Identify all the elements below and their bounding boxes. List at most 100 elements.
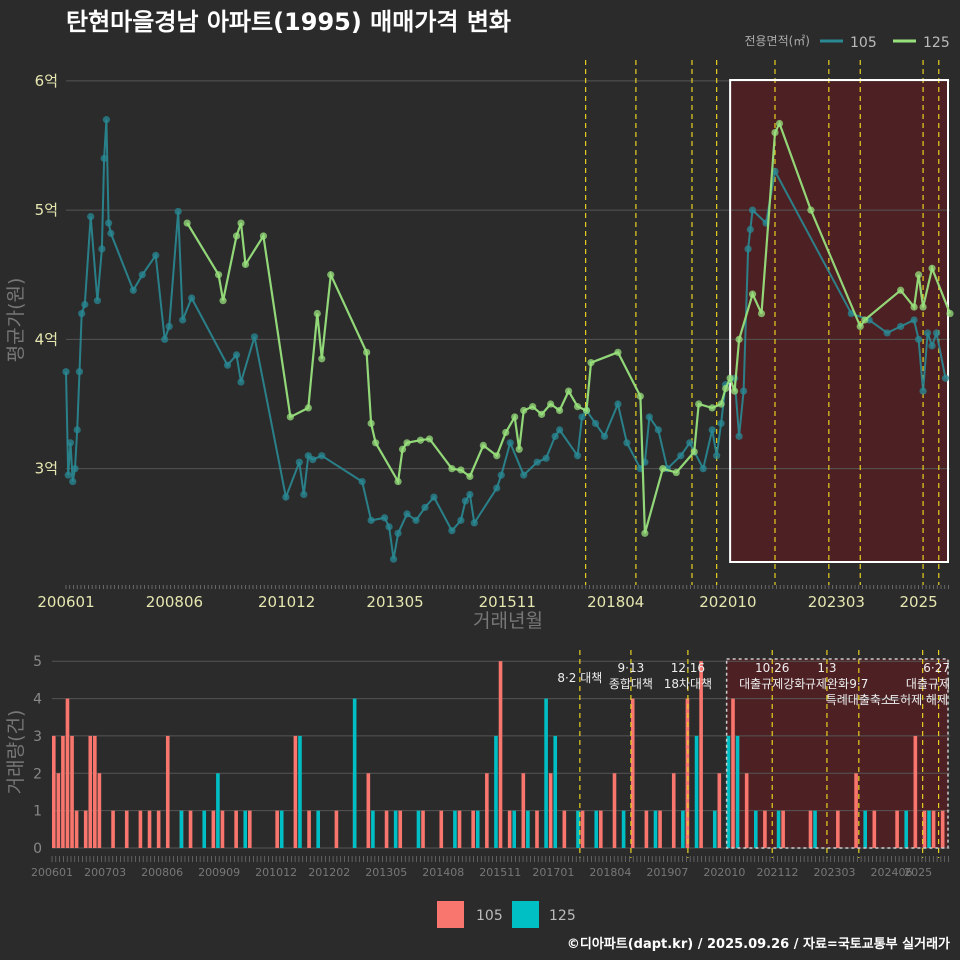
x-tick-label: 202112 <box>757 866 799 879</box>
policy-annotation: 특례대출축소 <box>826 693 892 707</box>
policy-annotation: 대출규제강화 <box>739 677 805 691</box>
bar-105 <box>940 810 945 848</box>
bar-125 <box>453 810 457 848</box>
data-point-125 <box>502 428 510 437</box>
bar-105 <box>836 810 840 848</box>
x-tick-label: 201202 <box>308 866 350 879</box>
credit-text: ©디아파트(dapt.kr) / 2025.09.26 / 자료=국토교통부 실… <box>567 936 950 952</box>
data-point-125 <box>910 303 918 311</box>
bar-125 <box>316 810 320 848</box>
bar-125 <box>202 810 207 848</box>
legend-title: 전용면적(㎡) <box>744 34 810 48</box>
bar-125 <box>735 735 740 848</box>
data-point-105 <box>75 368 84 376</box>
data-point-105 <box>152 251 160 259</box>
data-point-125 <box>232 232 241 240</box>
data-point-125 <box>363 348 371 356</box>
data-point-105 <box>188 294 196 302</box>
data-point-105 <box>179 316 187 324</box>
data-point-105 <box>138 271 146 279</box>
data-point-125 <box>416 436 425 444</box>
data-point-125 <box>304 404 312 412</box>
data-point-105 <box>493 484 501 492</box>
data-point-105 <box>897 322 905 331</box>
bar-125 <box>243 810 248 848</box>
data-point-105 <box>100 154 108 163</box>
data-point-125 <box>748 290 757 298</box>
data-point-125 <box>573 403 582 411</box>
data-point-125 <box>757 309 766 318</box>
data-point-105 <box>87 212 95 221</box>
x-tick-label: 200601 <box>31 866 73 879</box>
data-point-105 <box>107 229 115 237</box>
data-point-105 <box>542 454 550 462</box>
data-point-105 <box>358 477 366 486</box>
y-tick-label: 5 <box>33 654 42 670</box>
bar-125 <box>927 810 931 848</box>
data-point-125 <box>286 413 294 421</box>
data-point-105 <box>932 329 941 337</box>
data-point-125 <box>511 413 519 421</box>
data-point-105 <box>591 419 600 428</box>
data-point-105 <box>282 493 290 501</box>
data-point-125 <box>214 271 223 279</box>
data-point-125 <box>520 406 528 415</box>
bar-125 <box>393 810 398 848</box>
x-tick-label: 202010 <box>699 593 756 611</box>
data-point-105 <box>677 452 685 460</box>
bar-105 <box>507 810 512 848</box>
bar-105 <box>124 810 129 848</box>
bar-105 <box>763 810 767 848</box>
bar-105 <box>630 698 635 848</box>
x-tick-label: 201305 <box>365 866 407 879</box>
data-point-105 <box>746 225 754 234</box>
bar-105 <box>147 810 152 848</box>
bar-125 <box>216 773 220 848</box>
bar-125 <box>681 810 685 848</box>
chart-title: 탄현마을경남 아파트(1995) 매매가격 변화 <box>66 8 511 36</box>
bar-105 <box>307 810 311 848</box>
data-point-125 <box>457 466 465 474</box>
x-tick-label: 201511 <box>479 593 536 611</box>
data-point-105 <box>105 219 113 227</box>
x-tick-label: 2025 <box>899 593 937 611</box>
data-point-105 <box>923 329 932 337</box>
legend-swatch-bar-125 <box>512 901 539 928</box>
bar-125 <box>753 810 758 848</box>
bar-125 <box>904 810 909 848</box>
data-point-105 <box>461 497 469 505</box>
bar-125 <box>863 810 867 848</box>
data-point-105 <box>713 452 721 460</box>
x-tick-label: 202010 <box>703 866 745 879</box>
y-axis-title: 거래량(건) <box>5 710 27 795</box>
data-point-125 <box>515 445 523 453</box>
data-point-105 <box>62 368 70 376</box>
bar-105 <box>111 810 115 848</box>
bar-125 <box>526 810 530 848</box>
data-point-105 <box>66 439 75 447</box>
data-point-105 <box>237 378 245 386</box>
x-tick-label: 2025 <box>904 866 932 879</box>
x-tick-label: 202406 <box>871 866 913 879</box>
data-point-105 <box>295 458 303 466</box>
data-point-105 <box>556 426 564 434</box>
bar-105 <box>188 810 193 848</box>
data-point-105 <box>64 471 72 479</box>
bar-105 <box>83 810 88 848</box>
data-point-105 <box>98 245 106 253</box>
data-point-105 <box>448 527 456 535</box>
policy-annotation: 10·26 <box>755 661 789 675</box>
data-point-105 <box>573 452 582 460</box>
legend-label-105: 105 <box>850 35 877 51</box>
bar-105 <box>97 773 102 848</box>
x-tick-label: 200806 <box>146 593 203 611</box>
x-tick-label: 201012 <box>258 593 315 611</box>
bar-105 <box>384 810 389 848</box>
data-point-125 <box>398 445 407 453</box>
x-tick-label: 201804 <box>587 593 644 611</box>
x-tick-label: 201012 <box>255 866 297 879</box>
data-point-125 <box>219 297 227 305</box>
policy-annotation: 6·27 <box>923 661 950 675</box>
data-point-105 <box>430 493 438 501</box>
data-point-105 <box>389 555 398 563</box>
